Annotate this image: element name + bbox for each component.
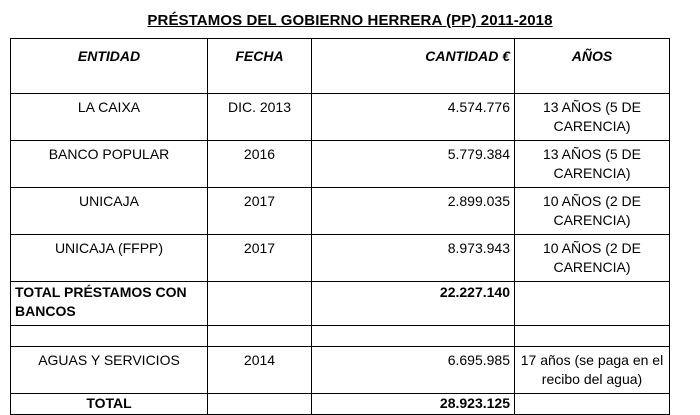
cell-cantidad: 2.899.035 [311,187,515,235]
cell-anos: 10 AÑOS (2 DE CARENCIA) [514,187,670,235]
cell-entidad: BANCO POPULAR [10,140,208,188]
cell-empty [207,393,312,415]
cell-fecha: 2014 [207,346,312,394]
cell-empty [207,281,312,326]
cell-empty [207,325,312,347]
total-cantidad: 28.923.125 [311,393,515,415]
cell-anos: 13 AÑOS (5 DE CARENCIA) [514,140,670,188]
cell-empty [514,325,670,347]
page-title: PRÉSTAMOS DEL GOBIERNO HERRERA (PP) 2011… [147,12,553,29]
cell-entidad: AGUAS Y SERVICIOS [10,346,208,394]
cell-cantidad: 8.973.943 [311,234,515,282]
blank-row [10,325,670,347]
table-row: LA CAIXA DIC. 2013 4.574.776 13 AÑOS (5 … [10,93,670,141]
total-bancos-label: TOTAL PRÉSTAMOS CON BANCOS [10,281,208,326]
cell-cantidad: 5.779.384 [311,140,515,188]
total-row: TOTAL 28.923.125 [10,393,670,415]
cell-fecha: DIC. 2013 [207,93,312,141]
cell-anos: 10 AÑOS (2 DE CARENCIA) [514,234,670,282]
cell-fecha: 2017 [207,187,312,235]
cell-fecha: 2017 [207,234,312,282]
table-header-row: ENTIDAD FECHA CANTIDAD € AÑOS [10,38,670,94]
cell-anos: 13 AÑOS (5 DE CARENCIA) [514,93,670,141]
header-anos: AÑOS [514,38,670,94]
loans-table: ENTIDAD FECHA CANTIDAD € AÑOS LA CAIXA D… [10,38,670,415]
total-label: TOTAL [10,393,208,415]
total-bancos-cantidad: 22.227.140 [311,281,515,326]
table-row: UNICAJA 2017 2.899.035 10 AÑOS (2 DE CAR… [10,187,670,235]
cell-anos: 17 años (se paga en el recibo del agua) [514,346,670,394]
cell-empty [514,393,670,415]
total-bancos-row: TOTAL PRÉSTAMOS CON BANCOS 22.227.140 [10,281,670,326]
table-row: UNICAJA (FFPP) 2017 8.973.943 10 AÑOS (2… [10,234,670,282]
cell-entidad: LA CAIXA [10,93,208,141]
header-entidad: ENTIDAD [10,38,208,94]
cell-entidad: UNICAJA (FFPP) [10,234,208,282]
cell-cantidad: 6.695.985 [311,346,515,394]
aguas-row: AGUAS Y SERVICIOS 2014 6.695.985 17 años… [10,346,670,394]
cell-empty [311,325,515,347]
header-fecha: FECHA [207,38,312,94]
cell-entidad: UNICAJA [10,187,208,235]
cell-cantidad: 4.574.776 [311,93,515,141]
cell-empty [10,325,208,347]
cell-fecha: 2016 [207,140,312,188]
table-row: BANCO POPULAR 2016 5.779.384 13 AÑOS (5 … [10,140,670,188]
header-cantidad: CANTIDAD € [311,38,515,94]
cell-empty [514,281,670,326]
